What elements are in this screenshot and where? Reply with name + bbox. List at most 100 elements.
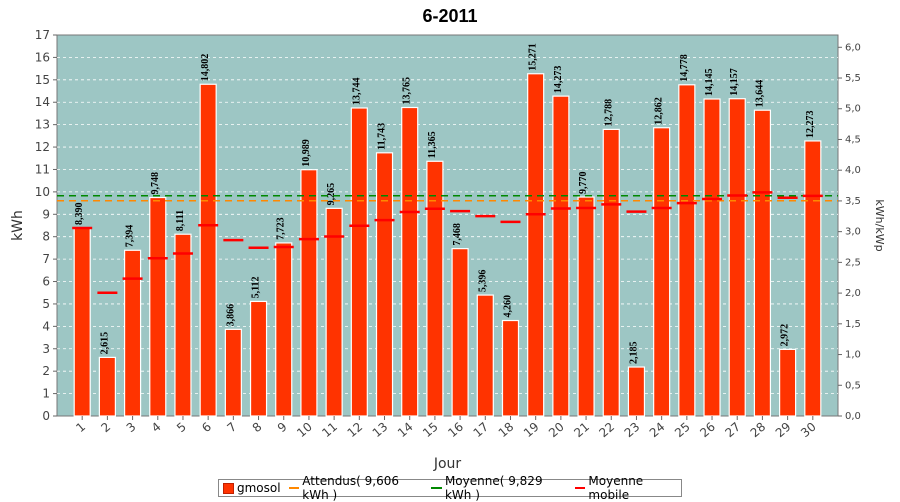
bar-value-label: 13,744 <box>351 77 362 105</box>
y-tick-label: 11 <box>35 162 50 176</box>
x-tick-label: 23 <box>622 420 643 441</box>
bar-value-label: 10,989 <box>301 139 312 167</box>
y2-tick-label: 4,0 <box>845 165 861 176</box>
bar-value-label: 3,866 <box>225 304 236 327</box>
bar <box>804 140 822 417</box>
y2-tick-label: 4,5 <box>845 134 861 145</box>
bar <box>300 169 318 417</box>
bar-value-label: 11,365 <box>427 131 438 158</box>
y-tick-label: 1 <box>42 387 50 401</box>
bar <box>123 249 142 417</box>
legend-swatch <box>223 482 234 494</box>
y-tick-label: 10 <box>35 185 50 199</box>
y-tick-label: 17 <box>35 28 50 42</box>
y-tick-label: 7 <box>42 252 50 266</box>
bar <box>426 160 444 417</box>
bar-value-label: 2,185 <box>628 342 639 365</box>
bar <box>98 356 116 417</box>
x-tick-label: 17 <box>471 420 492 441</box>
y-tick-label: 4 <box>42 319 50 333</box>
bar <box>249 300 268 417</box>
x-tick-label: 3 <box>124 420 139 436</box>
y-tick-label: 6 <box>42 275 50 289</box>
y2-tick-label: 5,0 <box>845 104 861 115</box>
y2-tick-label: 1,5 <box>845 319 861 330</box>
x-tick-label: 21 <box>571 420 592 441</box>
x-tick-label: 16 <box>445 420 466 441</box>
bar <box>350 107 368 417</box>
y-tick-label: 5 <box>42 297 50 311</box>
bar-value-label: 9,770 <box>578 172 589 195</box>
bar <box>275 242 293 417</box>
x-tick-label: 12 <box>345 420 366 441</box>
y-tick-label: 9 <box>42 207 50 221</box>
y-tick-label: 15 <box>35 73 50 87</box>
bar-value-label: 13,765 <box>402 77 413 105</box>
x-tick-label: 29 <box>773 420 794 441</box>
legend-swatch <box>574 487 586 489</box>
bar-value-label: 14,157 <box>729 68 740 96</box>
bar-value-label: 15,271 <box>528 43 539 71</box>
y-tick-label: 8 <box>42 230 50 244</box>
bar <box>73 227 91 417</box>
bar <box>527 73 545 417</box>
y-tick-label: 16 <box>35 50 50 64</box>
bar <box>451 248 469 417</box>
bar-value-label: 8,111 <box>175 210 186 231</box>
legend-label: Moyenne( 9,829 kWh ) <box>444 474 543 502</box>
bar <box>678 84 696 417</box>
bar <box>552 95 570 417</box>
bar-value-label: 2,615 <box>99 332 110 355</box>
x-tick-label: 1 <box>73 420 88 436</box>
bar <box>653 127 671 417</box>
y2-tick-label: 2,0 <box>845 288 861 299</box>
y-tick-label: 3 <box>42 342 50 356</box>
y2-tick-label: 3,0 <box>845 227 861 238</box>
bar <box>224 328 242 417</box>
legend-label: Attendus( 9,606 kWh ) <box>302 474 400 502</box>
bar <box>375 152 394 417</box>
chart-svg: 6-2011 8,390 2,615 7,394 9,748 8,111 14,802 3,… <box>10 6 886 472</box>
y-tick-label: 2 <box>42 364 50 378</box>
bar-value-label: 9,748 <box>150 172 161 195</box>
x-tick-label: 27 <box>722 420 743 441</box>
bar-value-label: 8,390 <box>74 202 85 225</box>
legend-swatch <box>431 487 442 489</box>
bar-value-label: 13,644 <box>754 80 765 108</box>
bar-series: 8,390 2,615 7,394 9,748 8,111 14,802 3,866 5,11… <box>73 43 822 417</box>
bar <box>199 83 217 417</box>
bar <box>703 98 721 417</box>
bar-value-label: 7,468 <box>452 223 463 246</box>
bar-value-label: 11,743 <box>377 123 388 150</box>
bar-value-label: 14,145 <box>704 68 715 96</box>
legend-label: gmosol <box>237 481 281 495</box>
y2-tick-label: 2,5 <box>845 257 861 268</box>
x-tick-label: 15 <box>420 420 441 441</box>
y2-tick-label: 1,0 <box>845 350 861 361</box>
y2-axis-label: kWh/kWp <box>873 199 886 251</box>
chart-title: 6-2011 <box>422 6 477 26</box>
bar-value-label: 14,778 <box>679 54 690 82</box>
x-tick-label: 30 <box>798 420 819 441</box>
bar-value-label: 9,265 <box>326 183 337 206</box>
y2-tick-label: 6,0 <box>845 42 861 53</box>
legend-swatch <box>288 487 300 489</box>
y2-tick-label: 3,5 <box>845 196 861 207</box>
legend-label: Moyenne mobile <box>588 474 644 502</box>
x-tick-label: 6 <box>199 420 214 436</box>
x-tick-label: 5 <box>174 420 189 436</box>
bar <box>627 366 646 417</box>
legend-item-moyenne-mobile: Moyenne mobile <box>574 474 677 502</box>
bar-value-label: 5,396 <box>477 270 488 293</box>
x-tick-label: 20 <box>546 420 567 441</box>
x-tick-label: 9 <box>275 420 290 436</box>
bar <box>602 128 620 417</box>
legend-item-attendus: Attendus( 9,606 kWh ) <box>288 474 424 502</box>
x-tick-label: 10 <box>294 420 315 441</box>
bar-value-label: 4,260 <box>502 295 513 318</box>
y2-axis: 0,0 0,5 1,0 1,5 2,0 2,5 3,0 3,5 4,0 4,5 5,0 5,5 6,0 <box>838 42 861 422</box>
x-tick-label: 13 <box>370 420 391 441</box>
bar-value-label: 14,802 <box>200 54 211 82</box>
bar-value-label: 12,273 <box>805 110 816 138</box>
